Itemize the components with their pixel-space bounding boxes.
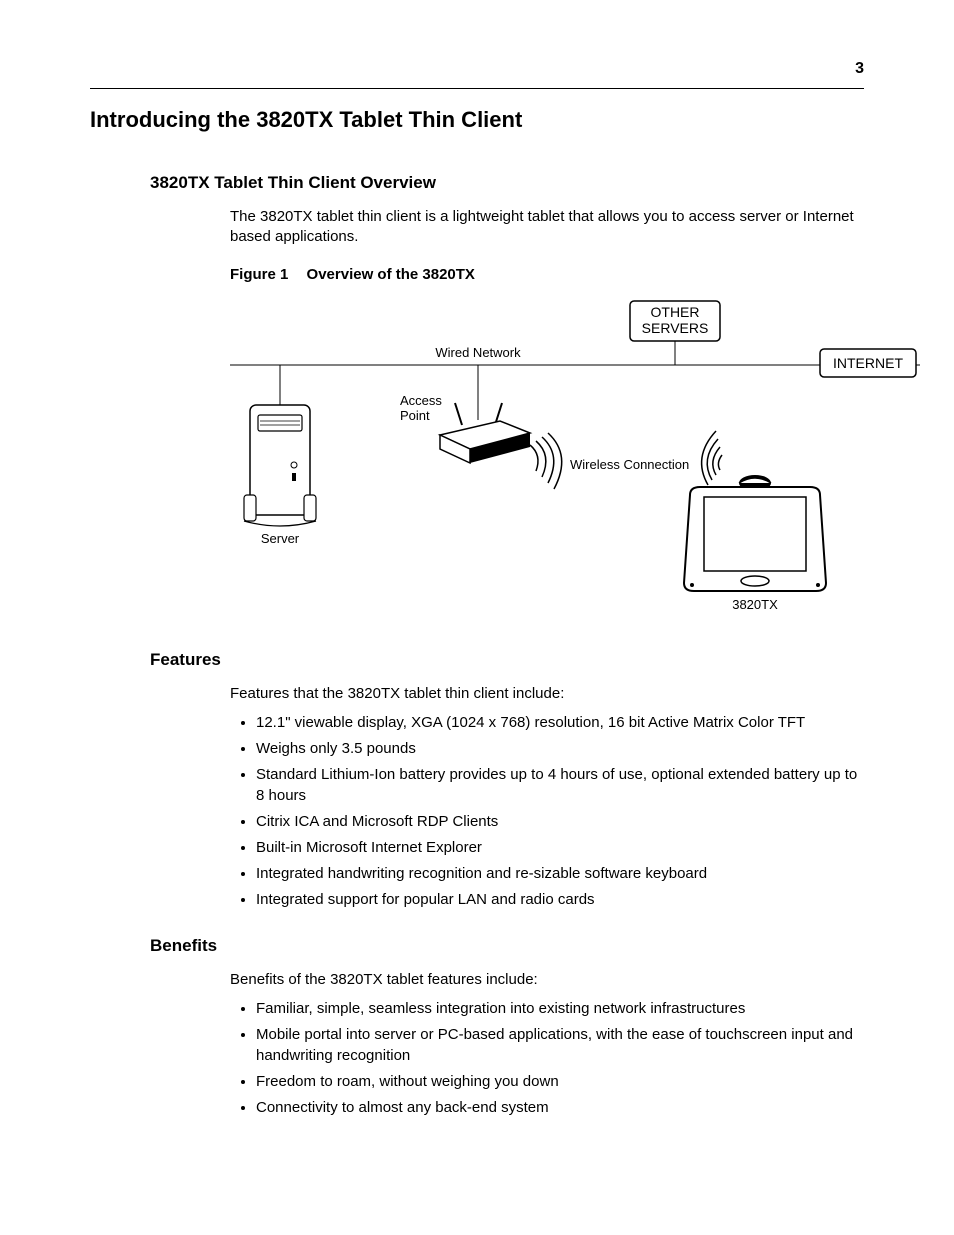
benefits-body-block: Benefits of the 3820TX tablet features i… <box>230 970 864 1118</box>
list-item: 12.1" viewable display, XGA (1024 x 768)… <box>256 712 864 733</box>
features-heading: Features <box>150 650 864 670</box>
overview-text: The 3820TX tablet thin client is a light… <box>230 207 864 248</box>
list-item: Mobile portal into server or PC-based ap… <box>256 1024 864 1066</box>
figure-label: Figure 1 <box>230 266 288 283</box>
access-point-label-1: Access <box>400 393 442 408</box>
tablet-label: 3820TX <box>732 597 778 612</box>
internet-label: INTERNET <box>833 355 903 371</box>
other-servers-label-2: SERVERS <box>642 320 709 336</box>
overview-heading: 3820TX Tablet Thin Client Overview <box>150 173 864 193</box>
page-title: Introducing the 3820TX Tablet Thin Clien… <box>90 107 864 133</box>
wired-network-label: Wired Network <box>435 345 521 360</box>
other-servers-label-1: OTHER <box>651 304 700 320</box>
content-region: 3820TX Tablet Thin Client Overview The 3… <box>150 173 864 1118</box>
figure-diagram: OTHER SERVERS INTERNET Wired Network <box>230 295 864 620</box>
list-item: Citrix ICA and Microsoft RDP Clients <box>256 811 864 832</box>
list-item: Integrated handwriting recognition and r… <box>256 863 864 884</box>
list-item: Weighs only 3.5 pounds <box>256 738 864 759</box>
list-item: Familiar, simple, seamless integration i… <box>256 998 864 1019</box>
list-item: Integrated support for popular LAN and r… <box>256 889 864 910</box>
benefits-list: Familiar, simple, seamless integration i… <box>230 998 864 1118</box>
list-item: Connectivity to almost any back-end syst… <box>256 1097 864 1118</box>
access-point-icon <box>440 403 562 489</box>
list-item: Built-in Microsoft Internet Explorer <box>256 837 864 858</box>
overview-diagram-svg: OTHER SERVERS INTERNET Wired Network <box>230 295 920 615</box>
list-item: Standard Lithium-Ion battery provides up… <box>256 764 864 806</box>
list-item: Freedom to roam, without weighing you do… <box>256 1071 864 1092</box>
features-list: 12.1" viewable display, XGA (1024 x 768)… <box>230 712 864 910</box>
server-icon <box>244 405 316 526</box>
tablet-wireless-icon <box>702 431 722 485</box>
access-point-label-2: Point <box>400 408 430 423</box>
page-number: 3 <box>90 60 864 78</box>
figure-title: Overview of the 3820TX <box>307 266 475 283</box>
overview-body-block: The 3820TX tablet thin client is a light… <box>230 207 864 620</box>
header-divider <box>90 88 864 89</box>
server-label: Server <box>261 531 300 546</box>
benefits-heading: Benefits <box>150 936 864 956</box>
features-intro: Features that the 3820TX tablet thin cli… <box>230 684 864 704</box>
page-container: 3 Introducing the 3820TX Tablet Thin Cli… <box>0 0 954 1204</box>
tablet-icon <box>684 475 826 591</box>
figure-caption: Figure 1 Overview of the 3820TX <box>230 266 864 283</box>
features-body-block: Features that the 3820TX tablet thin cli… <box>230 684 864 910</box>
wireless-connection-label: Wireless Connection <box>570 457 689 472</box>
benefits-intro: Benefits of the 3820TX tablet features i… <box>230 970 864 990</box>
